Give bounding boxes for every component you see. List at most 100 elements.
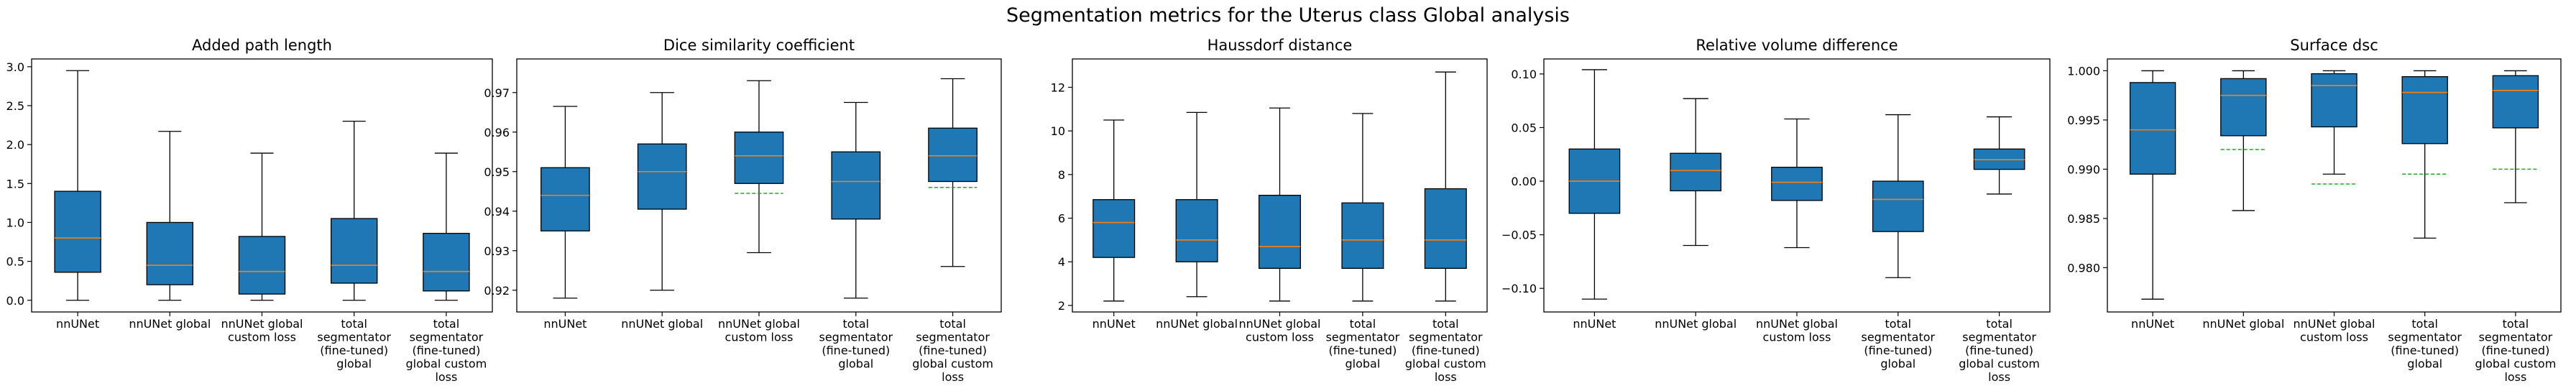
axes-frame xyxy=(1072,58,1488,313)
y-tick-label: 6 xyxy=(1058,212,1065,226)
y-tick-label: −0.10 xyxy=(1501,282,1537,295)
box-3 xyxy=(2311,70,2358,185)
y-tick-label: 0.0 xyxy=(6,294,24,308)
x-tick-label: nnUNet global xyxy=(129,317,211,331)
x-tick-label: nnUNet global xyxy=(621,317,703,331)
subplot-title: Added path length xyxy=(192,37,332,54)
y-tick-label: 1.5 xyxy=(6,177,24,190)
y-tick-label: 2.5 xyxy=(6,99,24,113)
y-tick-label: 0.93 xyxy=(484,244,510,258)
y-tick-label: 0.00 xyxy=(1511,175,1537,188)
x-tick-label: nnUNet global custom loss xyxy=(221,317,303,344)
box-3 xyxy=(734,80,784,254)
x-tick-label: total segmentator (fine-tuned) global custo… xyxy=(1959,317,2040,384)
box-4 xyxy=(2401,70,2448,239)
iqr-box xyxy=(2220,78,2267,137)
x-tick-label: total segmentator (fine-tuned) global xyxy=(1861,317,1935,371)
iqr-box xyxy=(1670,152,1722,192)
box-4 xyxy=(831,101,881,299)
x-tick-label: nnUNet xyxy=(543,317,586,331)
axes-frame xyxy=(1543,58,2051,313)
x-tick-label: nnUNet global custom loss xyxy=(1239,317,1321,344)
box-5 xyxy=(928,78,978,267)
iqr-box xyxy=(540,167,590,231)
iqr-box xyxy=(1092,199,1136,258)
y-tick-label: 12 xyxy=(1051,81,1065,94)
iqr-box xyxy=(330,218,378,284)
x-tick-label: nnUNet global xyxy=(1655,317,1736,331)
x-tick-label: nnUNet global custom loss xyxy=(2294,317,2375,344)
axes-frame xyxy=(31,58,493,313)
iqr-box xyxy=(1175,199,1218,262)
y-tick-label: 10 xyxy=(1051,124,1065,138)
iqr-box xyxy=(1341,202,1384,269)
iqr-box xyxy=(2401,76,2448,144)
axes-frame xyxy=(516,58,1002,313)
box-2 xyxy=(2220,70,2267,211)
box-5 xyxy=(423,152,470,301)
iqr-box xyxy=(637,143,687,210)
subplot-2: Dice similarity coefficient 0.92 0.93 0.94 0… xyxy=(484,37,1002,384)
x-tick-label: total segmentator (fine-tuned) global custo… xyxy=(1405,317,1486,384)
iqr-box xyxy=(2492,75,2539,129)
y-tick-label: 0.96 xyxy=(484,126,510,139)
iqr-box xyxy=(1771,166,1823,201)
box-3 xyxy=(238,152,286,301)
x-tick-label: total segmentator (fine-tuned) global xyxy=(819,317,893,371)
iqr-box xyxy=(146,221,193,285)
x-tick-label: total segmentator (fine-tuned) global custo… xyxy=(2475,317,2556,384)
iqr-box xyxy=(1424,188,1467,269)
subplot-3: Haussdorf distance 2 4 6 8 10 12 nnUNet nnUNet g… xyxy=(1051,37,1488,384)
axes-frame xyxy=(2107,58,2562,313)
y-tick-label: 0.94 xyxy=(484,205,510,219)
box-4 xyxy=(1872,114,1924,278)
y-tick-label: 0.5 xyxy=(6,255,24,269)
box-4 xyxy=(330,120,378,301)
subplot-title: Surface dsc xyxy=(2290,37,2378,54)
x-tick-label: total segmentator (fine-tuned) global custo… xyxy=(912,317,993,384)
box-2 xyxy=(1175,111,1218,298)
y-tick-label: 0.980 xyxy=(2067,261,2100,275)
box-1 xyxy=(1568,69,1621,300)
y-tick-label: 3.0 xyxy=(6,60,24,74)
x-tick-label: nnUNet xyxy=(56,317,99,331)
y-tick-label: 1.0 xyxy=(6,216,24,229)
iqr-box xyxy=(423,232,470,292)
box-1 xyxy=(540,106,590,299)
y-tick-label: 4 xyxy=(1058,255,1065,269)
y-tick-label: 0.97 xyxy=(484,86,510,100)
box-2 xyxy=(1670,98,1722,247)
iqr-box xyxy=(734,132,784,184)
box-1 xyxy=(54,70,101,301)
y-tick-label: 0.05 xyxy=(1511,121,1537,134)
iqr-box xyxy=(1872,180,1924,232)
subplot-5: Surface dsc 0.980 0.985 0.990 0.995 1.000 nnUN… xyxy=(2067,37,2562,384)
iqr-box xyxy=(2129,82,2176,175)
x-tick-label: total segmentator (fine-tuned) global xyxy=(2388,317,2462,371)
box-1 xyxy=(2129,70,2176,300)
y-tick-label: 2 xyxy=(1058,299,1065,313)
x-tick-label: nnUNet xyxy=(1573,317,1616,331)
y-tick-label: 0.10 xyxy=(1511,68,1537,81)
x-tick-label: nnUNet xyxy=(2131,317,2174,331)
iqr-box xyxy=(831,151,881,220)
x-tick-label: total segmentator (fine-tuned) global xyxy=(317,317,391,371)
subplot-title: Dice similarity coefficient xyxy=(663,37,855,54)
x-tick-label: nnUNet global custom loss xyxy=(718,317,800,344)
y-tick-label: 0.985 xyxy=(2067,212,2100,226)
box-1 xyxy=(1092,119,1136,302)
box-4 xyxy=(1341,113,1384,302)
box-5 xyxy=(2492,70,2539,203)
subplot-title: Haussdorf distance xyxy=(1208,37,1353,54)
box-3 xyxy=(1259,107,1302,302)
x-tick-label: total segmentator (fine-tuned) global custo… xyxy=(405,317,487,384)
y-tick-label: −0.05 xyxy=(1501,229,1537,242)
y-tick-label: 0.995 xyxy=(2067,114,2100,127)
x-tick-label: nnUNet global xyxy=(1156,317,1238,331)
box-5 xyxy=(1424,71,1467,302)
box-2 xyxy=(637,92,687,291)
iqr-box xyxy=(1259,195,1302,269)
box-2 xyxy=(146,131,193,301)
subplot-4: Relative volume difference −0.10 −0.05 0.00… xyxy=(1501,37,2051,384)
